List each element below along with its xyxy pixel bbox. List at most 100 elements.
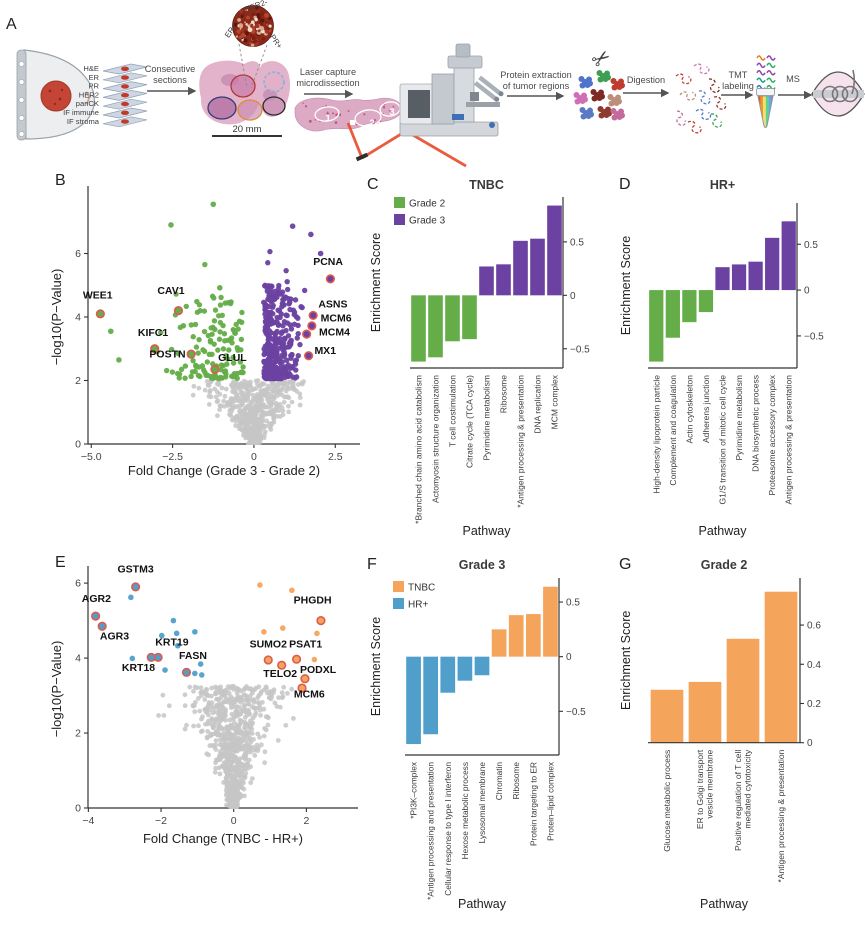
category-label: Pyrimidine metabolism (734, 375, 744, 461)
gene-label-MX1: MX1 (314, 345, 336, 357)
gene-point-MCM6 (307, 321, 317, 331)
gene-point-KIFC1 (150, 344, 160, 354)
gene-point-WEE1 (95, 309, 105, 319)
bar (445, 295, 460, 342)
gene-point-GSTM3 (131, 582, 141, 592)
scissors-icon: ✂ (587, 43, 616, 74)
breast-icon (16, 49, 95, 141)
y-tick-label: 0.5 (566, 598, 580, 609)
bar (650, 689, 684, 743)
slide-label: PR (88, 82, 99, 91)
gene-label-KIFC1: KIFC1 (138, 327, 168, 339)
gene-point-AGR3 (97, 621, 107, 631)
axes: 0 2 4 6 −5.0 −2.5 0 2.5 (75, 186, 360, 463)
laser-beam (346, 122, 467, 168)
bars (411, 205, 562, 362)
scatter-cloud (107, 201, 324, 445)
panel-letter-d: D (619, 176, 631, 193)
protein-blob (579, 107, 594, 120)
panel-c-bar-chart: −0.500.5 TNBC Enrichment Score Pathway*Bran… (369, 178, 590, 538)
category-labels: *Branched chain amino acid catabolism Act… (414, 374, 560, 524)
y-axis-title: Enrichment Score (369, 233, 383, 332)
protein-blob (610, 78, 625, 91)
gene-point-CAV1 (173, 306, 184, 316)
step-consecutive-sections: Consecutive (145, 64, 196, 74)
legend-label: Grade 2 (409, 199, 446, 210)
category-label: mediated cytotoxicity (743, 749, 753, 829)
gene-point-MCM6 (297, 683, 307, 693)
bar (496, 264, 511, 296)
bar (457, 656, 473, 681)
gene-label-AGR2: AGR2 (82, 593, 111, 605)
protein-blob (610, 108, 625, 121)
y-tick-label: 0.5 (570, 237, 584, 248)
axes: −0.5 0 0.5 (410, 197, 590, 369)
category-label: Cellular response to type I interferon (443, 762, 453, 896)
step-laser-capture: Laser capture (300, 67, 356, 77)
legend-label: TNBC (408, 583, 435, 594)
legend-swatch (394, 197, 405, 208)
category-label: Ribosome (511, 762, 521, 800)
bar (530, 238, 545, 296)
x-tick-label: 2 (303, 815, 309, 827)
region-outline-skyblue (263, 71, 285, 93)
y-tick-label: 0 (75, 439, 81, 451)
legend-swatch (394, 214, 405, 225)
chart-title: TNBC (469, 178, 504, 192)
category-label: DNA replication (533, 375, 543, 434)
category-label: Positive regulation of T cell (733, 750, 743, 851)
mass-spectrometer-icon (811, 69, 865, 117)
slide-label: panCK (76, 99, 99, 108)
category-label: Proteasome accessory complex (767, 374, 777, 495)
y-tick-label: 0 (807, 738, 813, 749)
protein-blob (607, 94, 622, 107)
gene-point-PSAT1 (291, 654, 302, 664)
gene-label-POSTN: POSTN (149, 349, 185, 361)
category-label: DNA biosynthetic process (751, 375, 761, 472)
panel-b-volcano-chart: 0 2 4 6 −5.0 −2.5 0 2.5 Fold Change (Grade 3 - G… (49, 186, 360, 478)
step-laser-capture: microdissection (296, 78, 359, 88)
bar (665, 290, 680, 338)
slide-label: ER (88, 73, 99, 82)
gene-point-MCM4 (302, 329, 312, 339)
category-label: *Antigen processing & presentation (516, 375, 526, 508)
protein-blob (578, 76, 593, 89)
region-outline-red (230, 74, 256, 98)
gene-point-PODXL (300, 674, 310, 684)
gene-point-SUMO2 (263, 655, 273, 665)
gene-label-ASNS: ASNS (318, 298, 347, 310)
tmt-tube-icon (756, 88, 775, 128)
x-axis-title: Pathway (463, 524, 512, 538)
x-tick-label: −2 (155, 815, 167, 827)
y-axis-title: Enrichment Score (619, 236, 633, 335)
gene-label-PHGDH: PHGDH (294, 595, 332, 607)
microscope-icon (399, 43, 504, 137)
gene-point-GLUL (210, 364, 220, 374)
gene-point-AGR2 (91, 611, 101, 621)
category-labels: Glucose metabolic process ER to Golgi tra… (662, 749, 786, 883)
bar (765, 237, 780, 291)
panel-letter-c: C (367, 176, 379, 193)
y-tick-label: −0.5 (570, 344, 590, 355)
bars (650, 591, 798, 743)
legend: Grade 2 Grade 3 (394, 197, 446, 227)
slide-icon (102, 72, 148, 84)
protein-cluster (573, 70, 625, 121)
slide-icon (102, 98, 148, 110)
scatter-cloud (128, 582, 320, 809)
category-label: Citrate cycle (TCA cycle) (465, 375, 475, 468)
bar (406, 656, 421, 745)
category-label: Protein targeting to ER (528, 762, 538, 846)
gene-label-WEE1: WEE1 (83, 290, 113, 302)
slide-icon (102, 116, 148, 128)
gene-point-ASNS (308, 310, 318, 321)
region-1-label: 1 (325, 113, 331, 124)
chart-title: Grade 2 (701, 558, 748, 572)
gene-label-SUMO2: SUMO2 (250, 639, 287, 651)
y-tick-label: 2 (75, 728, 81, 740)
slide-label: IF immune (63, 108, 99, 117)
gene-label-GSTM3: GSTM3 (118, 564, 154, 576)
slide-stack (102, 63, 148, 128)
y-tick-label: 0 (75, 803, 81, 815)
